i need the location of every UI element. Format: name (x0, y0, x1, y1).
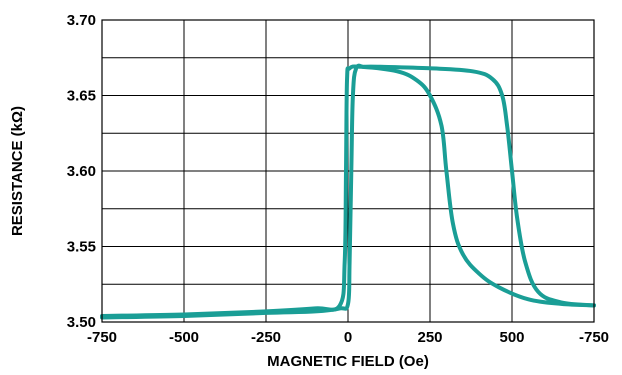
y-tick-label: 3.70 (67, 12, 96, 29)
tick-labels: -750 -500 -250 0 250 500 -7503.503.553.603.653… (67, 12, 609, 346)
x-tick-label: 500 (499, 329, 524, 346)
x-tick-label: 250 (417, 329, 442, 346)
y-tick-label: 3.65 (67, 88, 96, 105)
x-tick-label: -500 (169, 329, 199, 346)
x-tick-label: -750 (87, 329, 117, 346)
y-tick-label: 3.55 (67, 239, 96, 256)
series-line-2 (100, 63, 596, 320)
plot-frame (101, 19, 595, 323)
x-axis-label: MAGNETIC FIELD (Oe) (267, 353, 429, 370)
series-line-1 (100, 64, 596, 318)
y-tick-label: 3.60 (67, 163, 96, 180)
x-tick-label: 0 (344, 329, 352, 346)
x-tick-label: -250 (251, 329, 281, 346)
y-axis-label: RESISTANCE (kΩ) (9, 106, 26, 236)
series-layer (100, 63, 596, 320)
y-tick-label: 3.50 (67, 314, 96, 331)
x-tick-label: -750 (579, 329, 609, 346)
